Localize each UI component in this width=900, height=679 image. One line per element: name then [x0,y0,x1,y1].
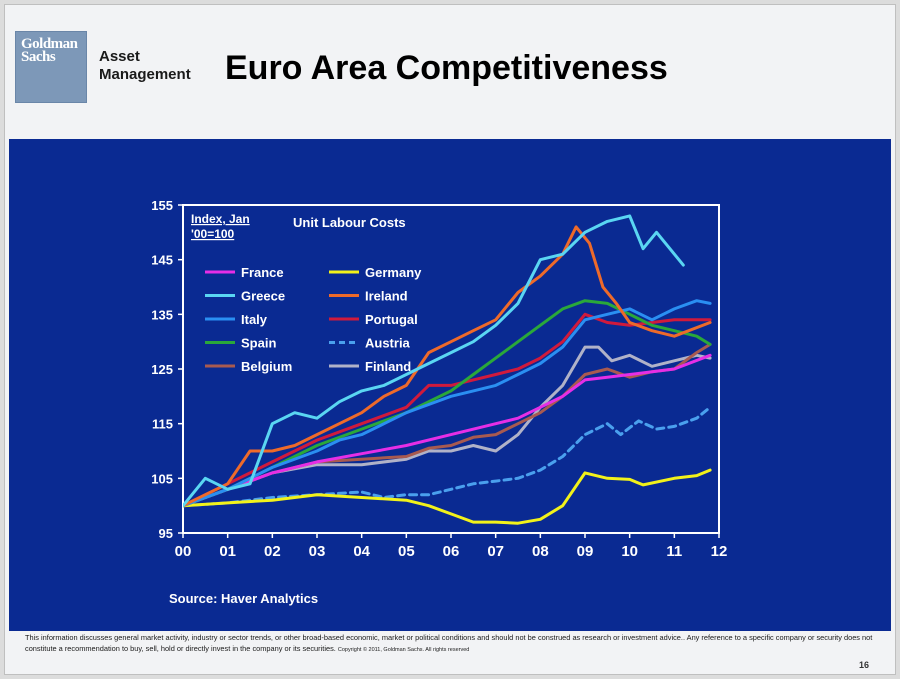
series-line-portugal [183,312,712,508]
logo-text: Goldman Sachs [21,36,78,65]
x-tick-label: 02 [264,543,281,560]
chart-panel: 00 01 02 03 04 05 06 07 08 09 10 11 12 95 105 115 125 13… [9,139,891,631]
series-line-greece [183,214,685,508]
series-line-finland [183,345,712,508]
x-tick-label: 11 [666,543,682,560]
x-tick-label: 04 [353,543,370,560]
y-tick-label: 105 [151,471,173,486]
disclaimer-text: This information discusses general marke… [25,632,891,656]
logo-line1: Goldman [21,36,78,52]
y-tick-label: 135 [151,307,173,322]
legend-label-france: France [241,265,284,280]
y-tick-label: 145 [151,253,173,268]
series-line-ireland [183,225,712,508]
series-line-france [183,353,712,508]
legend-label-germany: Germany [365,265,422,280]
series-line-germany [183,468,712,525]
x-tick-label: 10 [621,543,638,560]
x-tick-label: 07 [487,543,504,560]
logo-line2: Sachs [21,49,56,65]
legend-label-italy: Italy [241,312,268,327]
series-line-italy [183,299,712,508]
x-tick-label: 01 [219,543,236,560]
slide: Goldman Sachs Asset Management Euro Area… [4,4,896,675]
asset-management-label: Asset Management [99,48,191,84]
source-note: Source: Haver Analytics [169,591,319,606]
x-tick-label: 06 [443,543,460,560]
legend-label-finland: Finland [365,359,411,374]
y-tick-label: 115 [152,417,173,432]
slide-title: Euro Area Competitiveness [225,49,668,87]
copyright-note: Copyright © 2011, Goldman Sachs. All rig… [337,647,470,653]
y-tick-label: 95 [159,526,173,541]
legend-label-greece: Greece [241,289,285,304]
legend-label-austria: Austria [365,336,411,351]
goldman-sachs-logo: Goldman Sachs [15,31,87,103]
index-note-line1: Index, Jan [191,212,250,226]
x-tick-label: 05 [398,543,415,560]
y-tick-label: 125 [151,362,173,377]
chart-title: Unit Labour Costs [293,215,406,230]
x-tick-label: 12 [711,543,728,560]
legend-label-spain: Spain [241,336,276,351]
x-tick-label: 08 [532,543,549,560]
series-line-austria [183,405,712,508]
x-tick-label: 09 [577,543,594,560]
series-line-spain [183,299,712,508]
page-number: 16 [858,660,869,670]
sub-line1: Asset [99,48,140,65]
y-tick-label: 155 [151,198,173,213]
disclaimer-body: This information discusses general marke… [25,633,873,653]
legend-label-portugal: Portugal [365,312,418,327]
index-note-line2: '00=100 [191,227,235,241]
legend-label-ireland: Ireland [365,289,408,304]
line-chart: 00 01 02 03 04 05 06 07 08 09 10 11 12 95 105 115 125 13… [151,198,728,560]
sub-line2: Management [99,66,191,83]
x-tick-label: 00 [175,543,192,560]
legend-label-belgium: Belgium [241,359,292,374]
x-tick-label: 03 [309,543,326,560]
